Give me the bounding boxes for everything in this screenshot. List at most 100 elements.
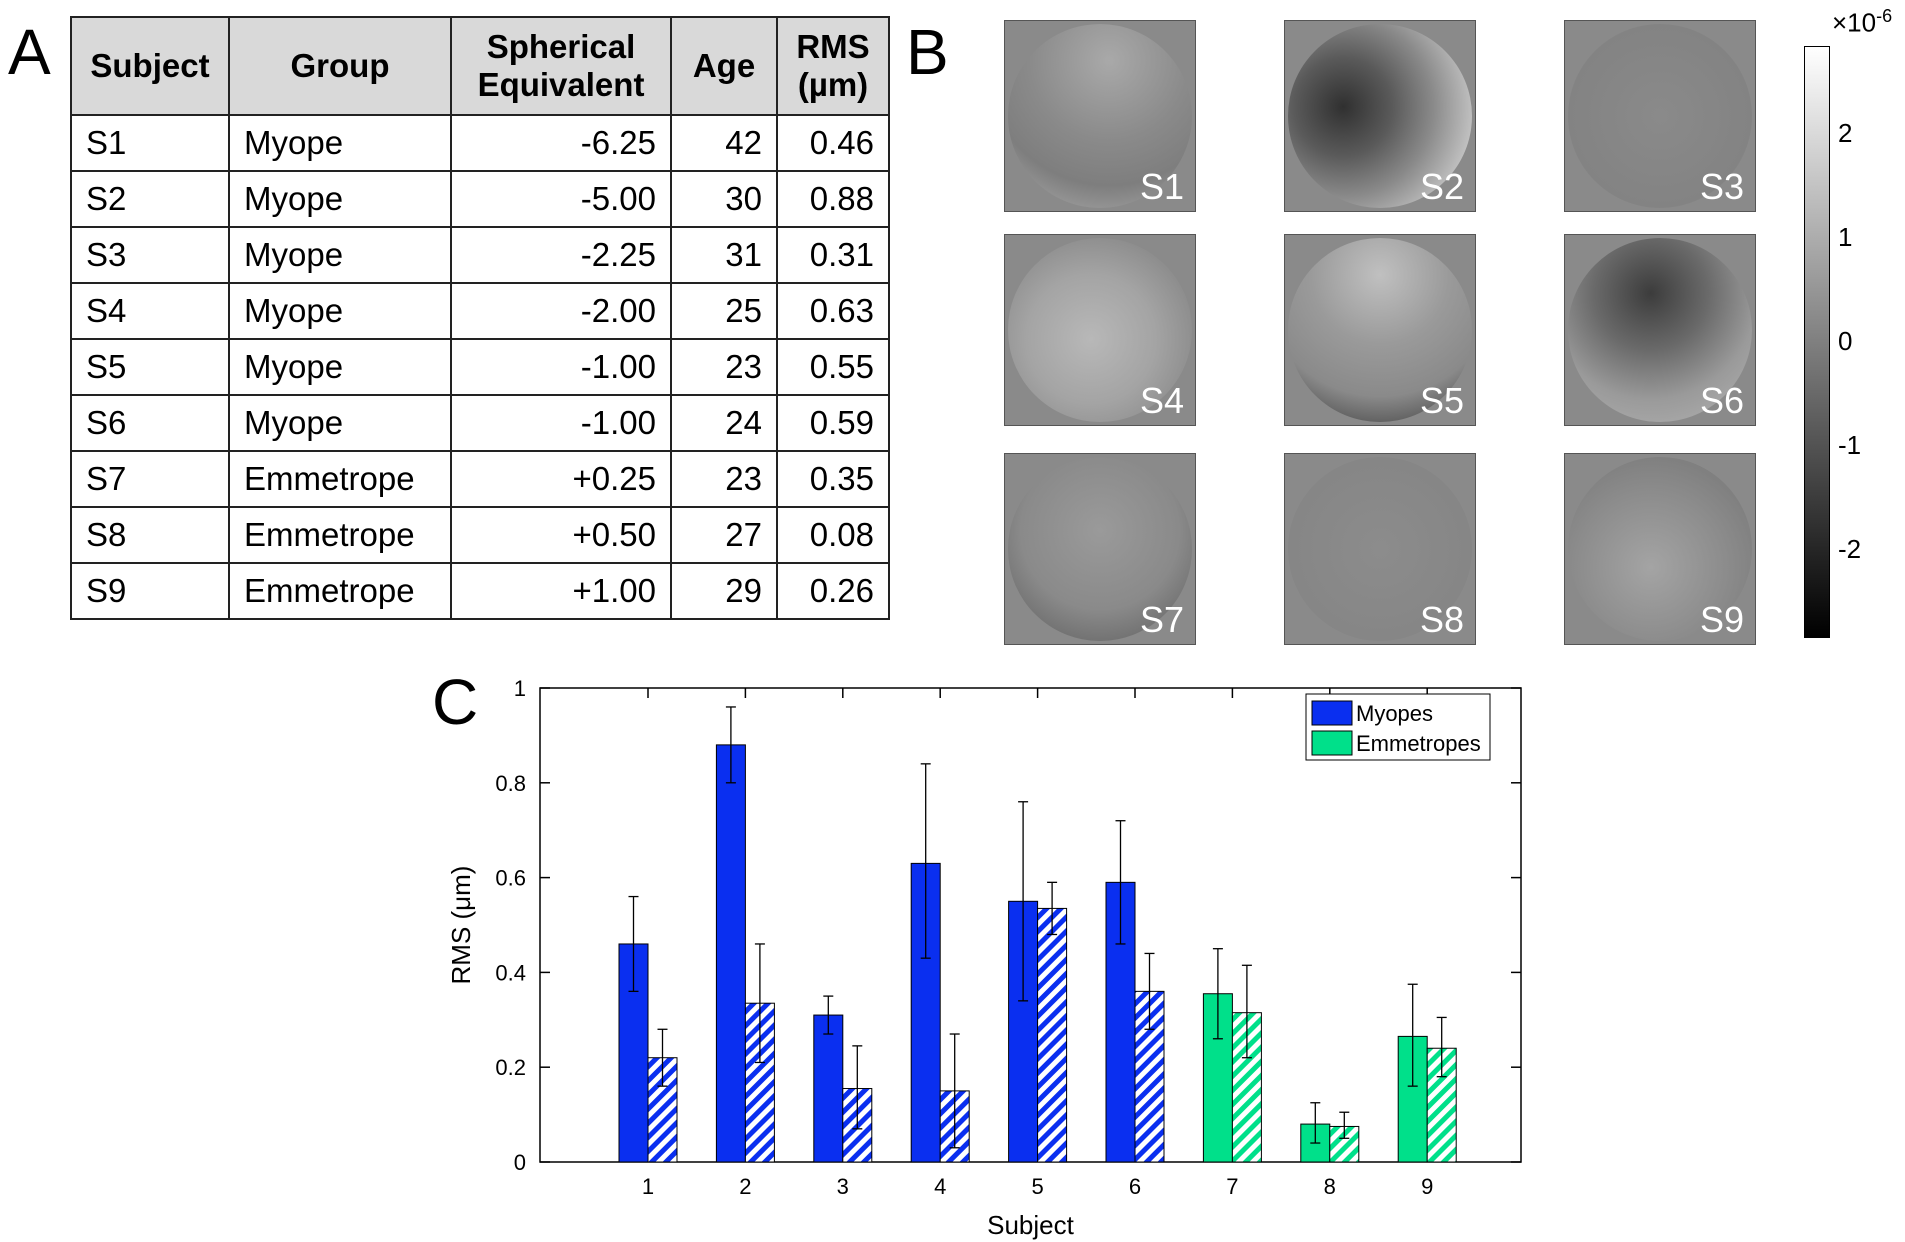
y-tick-label: 0.6 (495, 866, 526, 891)
map-frame (1004, 453, 1196, 645)
legend-swatch-emmetropes (1311, 730, 1353, 756)
cell-spherical-equivalent: -5.00 (450, 170, 672, 228)
table-row: S4 Myope -2.00 25 0.63 (70, 282, 890, 340)
map-frame (1564, 20, 1756, 212)
cell-group: Emmetrope (228, 562, 452, 620)
colorbar-tick-label: 1 (1838, 222, 1853, 253)
map-label: S3 (1699, 166, 1744, 207)
table-row: S1 Myope -6.25 42 0.46 (70, 114, 890, 172)
map-frame (1284, 20, 1476, 212)
wavefront-map-s3: S3 (1564, 20, 1756, 212)
cell-group: Emmetrope (228, 450, 452, 508)
cell-rms: 0.55 (776, 338, 890, 396)
map-label: S4 (1139, 380, 1184, 421)
map-frame (1004, 20, 1196, 212)
cell-subject: S5 (70, 338, 230, 396)
y-tick-label: 0 (514, 1150, 526, 1175)
cell-group: Myope (228, 338, 452, 396)
legend-label-emmetropes: Emmetropes (1356, 731, 1481, 756)
pupil-disk (1288, 457, 1472, 641)
x-tick-label: 2 (739, 1174, 751, 1199)
colorbar-exponent: ×10-6 (1832, 6, 1893, 38)
colorbar-tick-label: -1 (1838, 429, 1862, 460)
map-frame (1284, 234, 1476, 426)
bar-solid-subject-3 (813, 1014, 844, 1163)
bar-hatched-subject-6 (1134, 990, 1165, 1163)
panel-c-letter: C (432, 666, 479, 738)
x-tick-label: 1 (642, 1174, 654, 1199)
cell-subject: S2 (70, 170, 230, 228)
header-group: Group (228, 16, 452, 116)
bar-hatched-subject-8 (1329, 1125, 1360, 1163)
map-label: S1 (1139, 166, 1184, 207)
cell-spherical-equivalent: -2.00 (450, 282, 672, 340)
pupil-disk (1008, 238, 1192, 422)
cell-rms: 0.08 (776, 506, 890, 564)
header-age: Age (670, 16, 778, 116)
colorbar-tick-label: 0 (1838, 326, 1853, 356)
wavefront-map-s5: S5 (1284, 234, 1476, 426)
x-tick-label: 3 (837, 1174, 849, 1199)
bar-hatched-subject-7 (1231, 1012, 1262, 1163)
bar-solid-subject-1 (618, 943, 649, 1163)
y-tick-label: 0.2 (495, 1055, 526, 1080)
header-subject: Subject (70, 16, 230, 116)
panel-a-letter: A (8, 16, 51, 88)
bar-hatched-subject-2 (744, 1002, 775, 1163)
pupil-disk (1008, 24, 1192, 208)
pupil-disk (1568, 238, 1752, 422)
header-rms: RMS (µm) (776, 16, 890, 116)
cell-group: Emmetrope (228, 506, 452, 564)
wavefront-map-s8: S8 (1284, 453, 1476, 645)
colorbar (1804, 46, 1830, 638)
map-label: S6 (1699, 380, 1744, 421)
wavefront-map-s1: S1 (1004, 20, 1196, 212)
cell-spherical-equivalent: -2.25 (450, 226, 672, 284)
cell-spherical-equivalent: -6.25 (450, 114, 672, 172)
cell-group: Myope (228, 394, 452, 452)
header-spherical-equivalent: Spherical Equivalent (450, 16, 672, 116)
x-axis-label: Subject (987, 1210, 1074, 1240)
table-row: S2 Myope -5.00 30 0.88 (70, 170, 890, 228)
cell-rms: 0.31 (776, 226, 890, 284)
bar-hatched-subject-9 (1426, 1047, 1457, 1163)
cell-rms: 0.59 (776, 394, 890, 452)
cell-age: 23 (670, 338, 778, 396)
wavefront-map-s7: S7 (1004, 453, 1196, 645)
cell-rms: 0.26 (776, 562, 890, 620)
cell-group: Myope (228, 170, 452, 228)
cell-spherical-equivalent: +0.25 (450, 450, 672, 508)
panel-b-letter: B (906, 16, 949, 88)
x-tick-label: 4 (934, 1174, 946, 1199)
legend-label-myopes: Myopes (1356, 701, 1433, 726)
table-row: S7 Emmetrope +0.25 23 0.35 (70, 450, 890, 508)
map-label: S7 (1139, 599, 1184, 640)
cell-rms: 0.46 (776, 114, 890, 172)
wavefront-map-s9: S9 (1564, 453, 1756, 645)
bar-solid-subject-6 (1105, 881, 1136, 1163)
cell-age: 25 (670, 282, 778, 340)
bar-hatched-subject-3 (842, 1088, 873, 1163)
bar-hatched-subject-4 (939, 1090, 970, 1163)
x-tick-label: 9 (1421, 1174, 1433, 1199)
cell-age: 42 (670, 114, 778, 172)
map-label: S2 (1419, 166, 1464, 207)
map-frame (1564, 234, 1756, 426)
map-label: S9 (1699, 599, 1744, 640)
y-tick-label: 0.4 (495, 960, 526, 985)
cell-group: Myope (228, 226, 452, 284)
x-tick-label: 5 (1031, 1174, 1043, 1199)
cell-age: 27 (670, 506, 778, 564)
cell-age: 31 (670, 226, 778, 284)
cell-age: 24 (670, 394, 778, 452)
table-row: S3 Myope -2.25 31 0.31 (70, 226, 890, 284)
cell-group: Myope (228, 114, 452, 172)
bar-solid-subject-7 (1202, 993, 1233, 1163)
cell-spherical-equivalent: +0.50 (450, 506, 672, 564)
cell-spherical-equivalent: -1.00 (450, 338, 672, 396)
bar-hatched-subject-5 (1037, 907, 1068, 1163)
bar-solid-subject-8 (1300, 1123, 1331, 1163)
cell-group: Myope (228, 282, 452, 340)
table-header-row: Subject Group Spherical Equivalent Age R… (70, 16, 890, 116)
map-frame (1004, 234, 1196, 426)
